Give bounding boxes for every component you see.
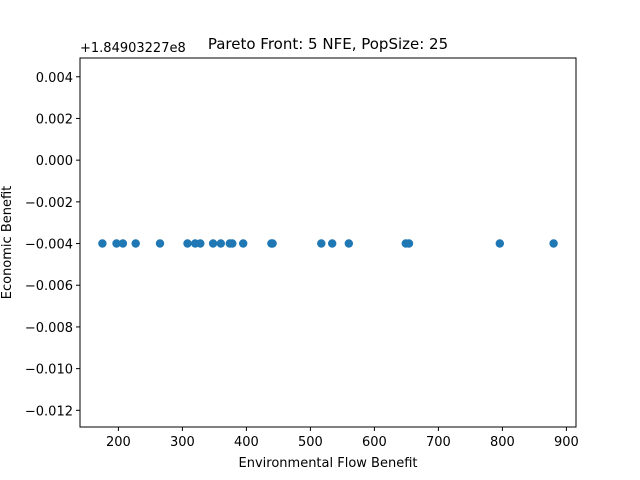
plot-frame <box>79 57 577 428</box>
x-tick-label: 700 <box>426 435 451 450</box>
data-point <box>183 239 192 248</box>
data-point <box>495 239 504 248</box>
data-point <box>344 239 353 248</box>
y-axis-title: Economic Benefit <box>0 186 15 300</box>
data-point <box>131 239 140 248</box>
data-point <box>228 239 237 248</box>
y-tick-label: −0.006 <box>25 279 73 294</box>
x-tick-label: 800 <box>490 435 515 450</box>
data-point <box>208 239 218 248</box>
x-tick-label: 600 <box>362 435 387 450</box>
x-tick-label: 400 <box>234 435 259 450</box>
y-tick-label: −0.008 <box>25 321 73 336</box>
data-points <box>98 239 558 248</box>
data-point <box>268 239 277 248</box>
x-axis-title: Environmental Flow Benefit <box>239 456 418 471</box>
x-axis-ticks: 200 300 400 500 600 700 800 900 <box>106 427 579 450</box>
data-point <box>404 239 414 248</box>
y-tick-label: −0.004 <box>25 238 73 253</box>
y-axis-ticks: 0.004 0.002 0.000 −0.002 −0.004 −0.006 −0.008 −… <box>25 71 80 419</box>
y-tick-label: −0.010 <box>25 363 73 378</box>
data-point <box>112 239 121 248</box>
y-tick-label: 0.000 <box>36 154 73 169</box>
data-point <box>155 239 165 248</box>
data-point <box>317 239 326 248</box>
data-point <box>98 239 107 248</box>
x-tick-label: 900 <box>554 435 579 450</box>
data-point <box>239 239 248 248</box>
y-tick-label: 0.004 <box>36 71 73 86</box>
y-tick-label: −0.002 <box>25 196 73 211</box>
data-point <box>216 239 225 248</box>
data-point <box>549 239 558 248</box>
data-point <box>328 239 337 248</box>
x-tick-label: 300 <box>170 435 195 450</box>
x-tick-label: 200 <box>106 435 131 450</box>
x-tick-label: 500 <box>298 435 323 450</box>
y-axis-offset-label: +1.84903227e8 <box>80 41 186 56</box>
y-tick-label: 0.002 <box>36 112 73 127</box>
data-point <box>196 239 205 248</box>
data-point <box>118 239 128 248</box>
chart-title: Pareto Front: 5 NFE, PopSize: 25 <box>208 35 448 53</box>
y-tick-label: −0.012 <box>25 404 73 419</box>
